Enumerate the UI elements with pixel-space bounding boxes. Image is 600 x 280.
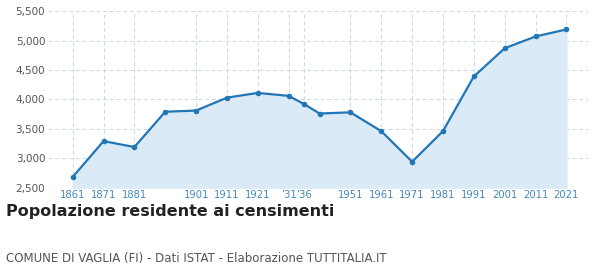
Point	[191, 108, 201, 113]
Point	[299, 102, 309, 106]
Text: COMUNE DI VAGLIA (FI) - Dati ISTAT - Elaborazione TUTTITALIA.IT: COMUNE DI VAGLIA (FI) - Dati ISTAT - Ela…	[6, 252, 386, 265]
Point	[253, 91, 263, 95]
Point	[562, 27, 571, 32]
Point	[407, 160, 417, 164]
Point	[99, 139, 109, 143]
Point	[284, 94, 293, 98]
Point	[469, 74, 479, 79]
Point	[346, 110, 355, 115]
Point	[68, 175, 77, 179]
Point	[222, 95, 232, 100]
Point	[376, 129, 386, 133]
Point	[500, 46, 509, 50]
Point	[315, 111, 325, 116]
Point	[160, 109, 170, 114]
Point	[531, 34, 541, 39]
Text: Popolazione residente ai censimenti: Popolazione residente ai censimenti	[6, 204, 334, 220]
Point	[130, 145, 139, 149]
Point	[438, 129, 448, 133]
